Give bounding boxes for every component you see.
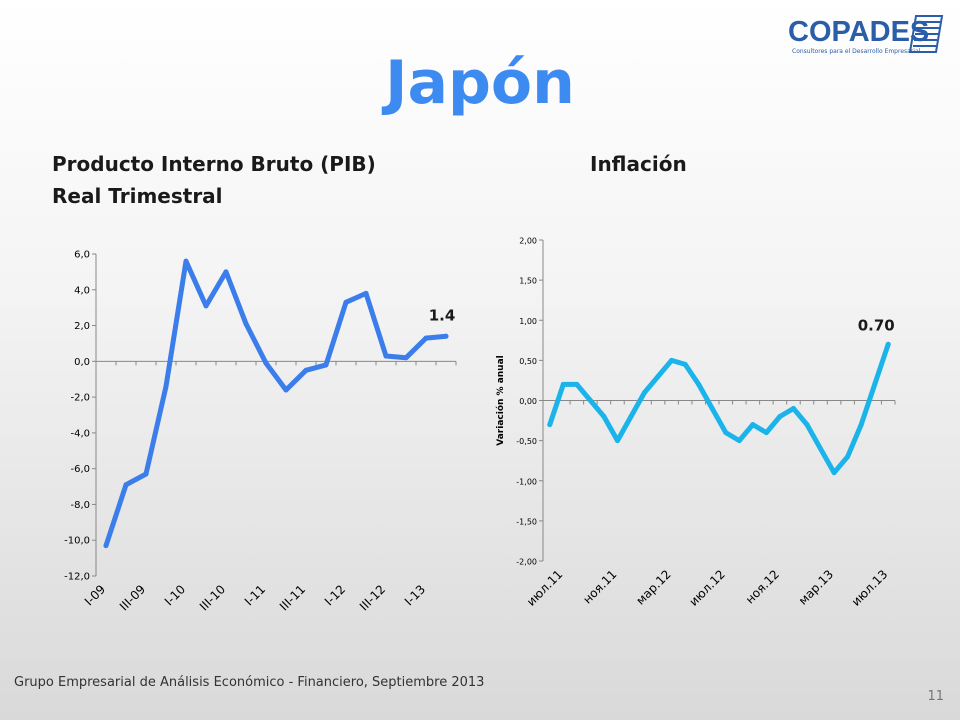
x-tick-label: июл.13 [849, 567, 890, 608]
data-point [723, 430, 729, 436]
y-tick-label: -1,50 [516, 517, 537, 526]
x-tick-label: I-13 [402, 582, 428, 608]
data-point [574, 381, 580, 387]
y-tick-label: 0,0 [74, 357, 90, 368]
data-point [363, 290, 369, 296]
y-tick-label: 1,50 [519, 277, 537, 286]
data-point [587, 398, 593, 403]
y-tick-label: -10,0 [64, 536, 90, 547]
data-point [123, 482, 129, 488]
y-tick-label: -2,00 [516, 558, 537, 567]
data-point [669, 357, 675, 363]
data-point [818, 446, 824, 452]
x-tick-label: I-11 [242, 582, 268, 608]
data-point [323, 362, 329, 368]
data-point [560, 381, 566, 387]
x-tick-label: июл.12 [686, 567, 727, 608]
x-tick-label: III-09 [117, 582, 148, 613]
x-tick-label: III-10 [197, 582, 228, 613]
data-point [709, 406, 715, 412]
data-point [790, 406, 796, 412]
data-point [736, 438, 742, 444]
pib-chart-heading: Producto Interno Bruto (PIB) Real Trimes… [52, 148, 376, 212]
data-point [750, 422, 756, 428]
data-point [423, 335, 429, 341]
data-point [601, 414, 607, 420]
data-point [628, 414, 634, 420]
data-point [103, 543, 109, 549]
slide-title: Japón [385, 48, 575, 118]
y-tick-label: -6,0 [70, 464, 90, 475]
logo-wordmark: COPADES [788, 16, 930, 48]
data-point [183, 258, 189, 264]
data-point [682, 361, 688, 367]
pib-heading-line1: Producto Interno Bruto (PIB) [52, 152, 376, 176]
y-tick-label: 2,00 [519, 237, 537, 246]
series-line [103, 258, 449, 549]
data-point [303, 367, 309, 373]
data-point [858, 422, 864, 428]
x-tick-label: I-10 [162, 582, 188, 608]
data-point [777, 414, 783, 420]
data-point [283, 387, 289, 393]
data-point [403, 355, 409, 361]
y-tick-label: 2,0 [74, 321, 90, 332]
data-point [203, 303, 209, 309]
y-axis-title: Variación % anual [495, 355, 506, 445]
x-tick-label: ноя.11 [580, 567, 619, 606]
page-number: 11 [927, 689, 944, 704]
copades-logo: COPADES Consultores para el Desarrollo E… [788, 14, 953, 60]
x-tick-label: мар.12 [633, 567, 673, 607]
data-point [547, 422, 553, 428]
logo-mark-icon [908, 15, 944, 53]
data-point [831, 470, 837, 476]
data-point [343, 299, 349, 305]
data-point [263, 360, 269, 366]
x-tick-label: мар.13 [796, 567, 836, 607]
x-tick-label: III-11 [277, 582, 308, 613]
inflation-chart: 2,00 1,50 1,00 0,50 0,00 -0,50 -1,00 -1,50 -2,00… [495, 237, 896, 609]
data-point [655, 373, 661, 379]
data-point [243, 321, 249, 327]
data-point [885, 341, 891, 347]
data-point [642, 389, 648, 395]
logo-tagline: Consultores para el Desarrollo Empresari… [792, 48, 921, 55]
data-point [804, 422, 810, 428]
data-point [223, 269, 229, 275]
data-point [163, 383, 169, 389]
data-point [383, 353, 389, 359]
y-tick-label: -8,0 [70, 500, 90, 511]
data-point [696, 381, 702, 387]
series-line [547, 341, 891, 476]
inflation-heading-line1: Inflación [590, 152, 687, 176]
y-tick-label: -0,50 [516, 437, 537, 446]
data-point [143, 471, 149, 477]
footer-text: Grupo Empresarial de Análisis Económico … [14, 675, 485, 690]
y-tick-label: -1,00 [516, 477, 537, 486]
y-tick-label: 0,50 [519, 357, 537, 366]
data-point [614, 438, 620, 444]
x-tick-label: июл.11 [524, 567, 565, 608]
data-point [763, 430, 769, 436]
y-tick-label: 6,0 [74, 250, 90, 261]
data-point [845, 454, 851, 460]
inflation-chart-heading: Inflación [590, 148, 687, 180]
y-tick-label: -12,0 [64, 572, 90, 583]
data-point [443, 333, 449, 339]
x-tick-label: I-09 [82, 582, 108, 608]
data-point [872, 381, 878, 387]
y-tick-label: -4,0 [70, 428, 90, 439]
pib-chart: 6,04,02,00,0-2,0-4,0-6,0-8,0-10,0-12,0I-… [64, 250, 457, 613]
y-tick-label: 0,00 [519, 397, 537, 406]
y-tick-label: 4,0 [74, 285, 90, 296]
x-tick-label: I-12 [322, 582, 348, 608]
pib-heading-line2: Real Trimestral [52, 184, 223, 208]
y-tick-label: -2,0 [70, 393, 90, 404]
y-tick-label: 1,00 [519, 317, 537, 326]
x-tick-label: III-12 [357, 582, 388, 613]
last-value-label: 1.4 [429, 306, 456, 324]
last-value-label: 0.70 [858, 316, 895, 334]
x-tick-label: ноя.12 [743, 567, 782, 606]
